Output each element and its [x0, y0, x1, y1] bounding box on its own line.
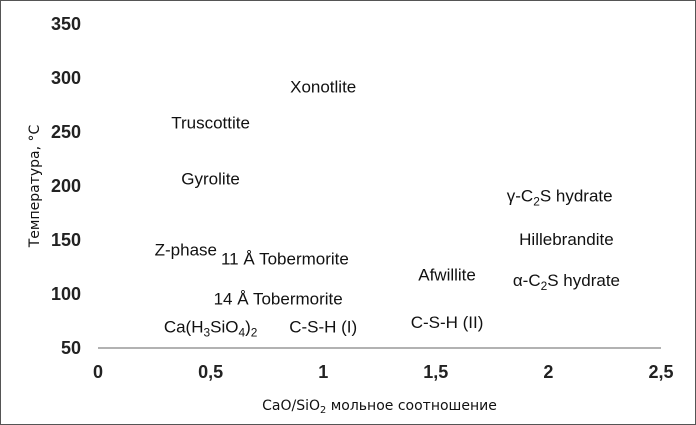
- phase-label: Afwillite: [418, 266, 476, 285]
- text-segment: мольное соотношение: [326, 398, 497, 414]
- phase-label: Z-phase: [155, 241, 217, 260]
- text-segment: Hillebrandite: [519, 230, 614, 249]
- text-segment: S hydrate: [547, 271, 620, 290]
- text-segment: 14 Å Tobermorite: [214, 289, 343, 308]
- y-axis-title: Температура, °С: [27, 125, 43, 249]
- phase-label: Hillebrandite: [519, 230, 614, 249]
- subscript: 3: [203, 325, 210, 339]
- y-tick-label: 250: [51, 122, 81, 142]
- x-tick-label: 2,5: [648, 362, 673, 382]
- y-tick-label: 50: [61, 338, 81, 358]
- x-tick-label: 1: [318, 362, 328, 382]
- text-segment: Truscottite: [171, 113, 250, 132]
- y-tick-labels: 50 100 150 200 250 300 350: [51, 14, 81, 358]
- text-segment: C-S-H (II): [411, 313, 484, 332]
- text-segment: ): [245, 317, 251, 336]
- x-axis-title: CaO/SiO2 мольное соотношение: [262, 398, 497, 416]
- text-segment: Afwillite: [418, 266, 476, 285]
- x-tick-label: 0: [93, 362, 103, 382]
- phase-label: Gyrolite: [181, 169, 240, 188]
- phase-labels: Xonotlite Truscottite Gyrolite 11 Å Tobermo…: [155, 78, 620, 339]
- x-tick-label: 0,5: [198, 362, 223, 382]
- text-segment: Gyrolite: [181, 169, 240, 188]
- subscript: 2: [541, 279, 548, 293]
- subscript: 2: [533, 194, 540, 208]
- phase-label: C-S-H (II): [411, 313, 484, 332]
- subscript: 2: [320, 405, 326, 416]
- text-segment: Ca(H: [164, 317, 204, 336]
- y-tick-label: 300: [51, 68, 81, 88]
- y-tick-label: 100: [51, 284, 81, 304]
- y-tick-label: 150: [51, 230, 81, 250]
- text-segment: α-C: [513, 271, 541, 290]
- text-segment: γ-C: [507, 187, 533, 206]
- x-tick-label: 2: [543, 362, 553, 382]
- subscript: 4: [238, 325, 245, 339]
- text-segment: Xonotlite: [290, 78, 356, 97]
- phase-label: α-C2S hydrate: [513, 271, 620, 293]
- phase-label: 11 Å Tobermorite: [221, 249, 349, 268]
- text-segment: 11 Å Tobermorite: [221, 249, 349, 268]
- phase-label: γ-C2S hydrate: [507, 187, 613, 209]
- text-segment: CaO/SiO: [262, 398, 320, 414]
- x-tick-label: 1,5: [423, 362, 448, 382]
- y-tick-label: 350: [51, 14, 81, 34]
- x-tick-labels: 0 0,5 1 1,5 2 2,5: [93, 362, 674, 382]
- text-segment: C-S-H (I): [289, 317, 357, 336]
- phase-label: 14 Å Tobermorite: [214, 289, 343, 308]
- text-segment: SiO: [210, 317, 238, 336]
- text-segment: S hydrate: [540, 187, 613, 206]
- phase-label: Ca(H3SiO4)2: [164, 317, 258, 339]
- phase-label: Xonotlite: [290, 78, 356, 97]
- y-tick-label: 200: [51, 176, 81, 196]
- subscript: 2: [251, 325, 258, 339]
- phase-label: Truscottite: [171, 113, 250, 132]
- text-segment: Z-phase: [155, 241, 217, 260]
- phase-label: C-S-H (I): [289, 317, 357, 336]
